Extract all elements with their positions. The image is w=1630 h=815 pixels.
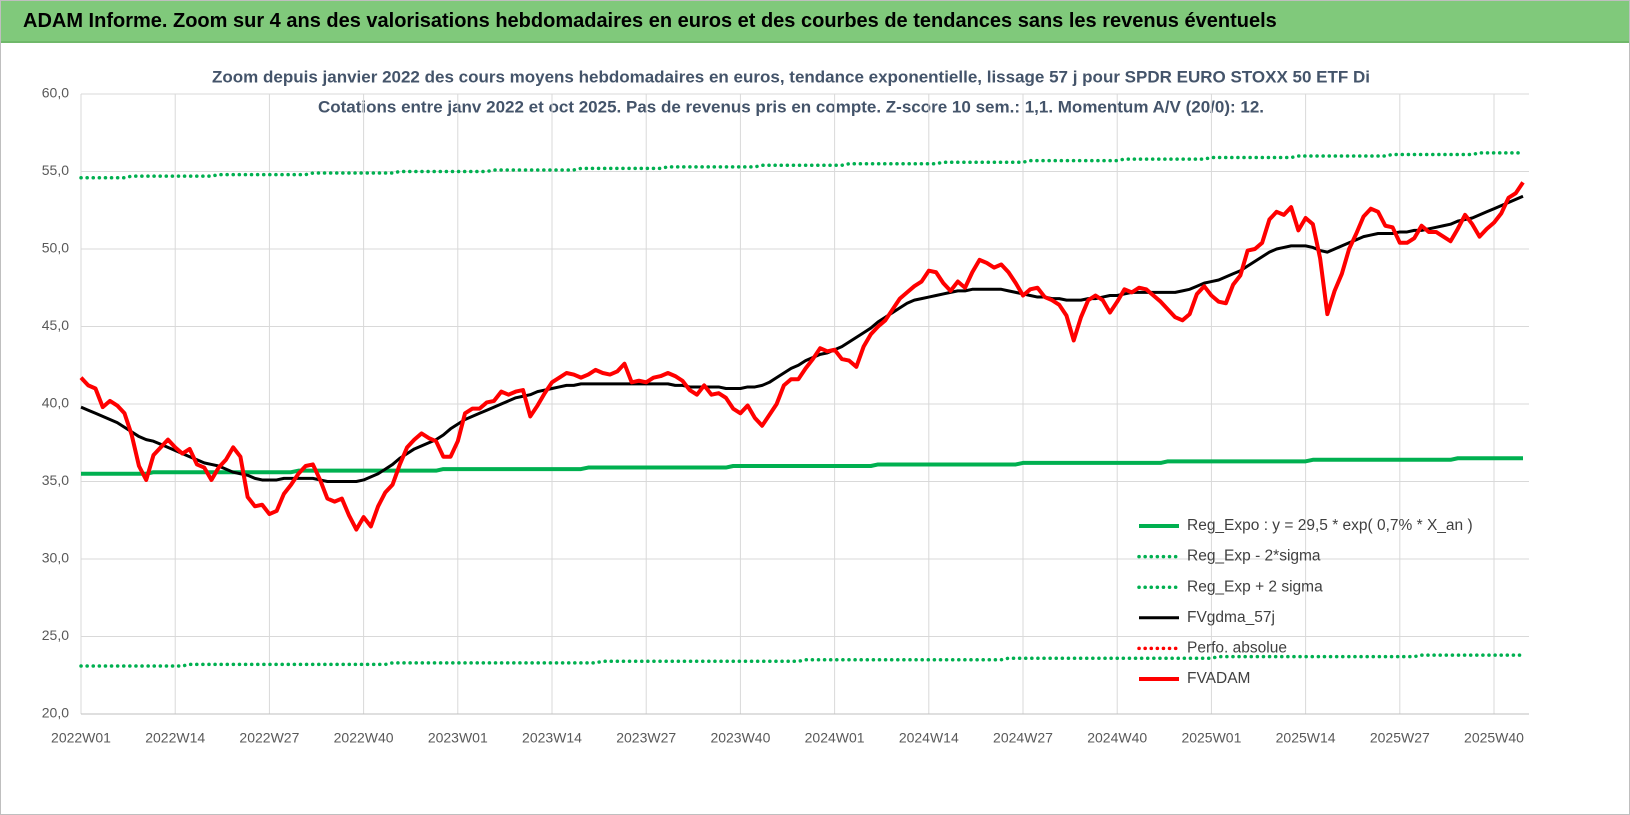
x-tick-label: 2024W40 <box>1087 730 1147 746</box>
legend-label: Reg_Exp - 2*sigma <box>1187 548 1321 565</box>
y-tick-label: 50,0 <box>42 240 69 256</box>
legend-label: Reg_Expo : y = 29,5 * exp( 0,7% * X_an ) <box>1187 517 1473 534</box>
y-tick-label: 40,0 <box>42 395 69 411</box>
y-tick-label: 35,0 <box>42 472 69 488</box>
x-tick-label: 2024W27 <box>993 730 1053 746</box>
x-tick-label: 2025W40 <box>1464 730 1524 746</box>
x-tick-label: 2024W14 <box>899 730 959 746</box>
chart-title: Zoom depuis janvier 2022 des cours moyen… <box>212 67 1370 86</box>
legend-label: Perfo. absolue <box>1187 639 1287 656</box>
y-tick-label: 25,0 <box>42 627 69 643</box>
x-tick-label: 2025W01 <box>1181 730 1241 746</box>
x-tick-label: 2024W01 <box>805 730 865 746</box>
x-tick-label: 2022W27 <box>239 730 299 746</box>
series-line <box>80 194 1524 483</box>
x-tick-label: 2025W27 <box>1370 730 1430 746</box>
series-line <box>81 456 1523 476</box>
header-title: ADAM Informe. Zoom sur 4 ans des valoris… <box>23 9 1277 32</box>
x-tick-label: 2022W14 <box>145 730 205 746</box>
x-tick-label: 2023W01 <box>428 730 488 746</box>
y-tick-label: 60,0 <box>42 85 69 101</box>
header-bar: ADAM Informe. Zoom sur 4 ans des valoris… <box>1 1 1629 43</box>
x-tick-label: 2023W27 <box>616 730 676 746</box>
chart-subtitle: Cotations entre janv 2022 et oct 2025. P… <box>318 97 1264 116</box>
y-tick-label: 20,0 <box>42 705 69 721</box>
y-tick-label: 30,0 <box>42 550 69 566</box>
legend-label: Reg_Exp + 2 sigma <box>1187 578 1323 595</box>
y-tick-label: 45,0 <box>42 317 69 333</box>
x-tick-label: 2023W40 <box>710 730 770 746</box>
y-tick-label: 55,0 <box>42 162 69 178</box>
x-tick-label: 2022W40 <box>334 730 394 746</box>
x-tick-label: 2025W14 <box>1276 730 1336 746</box>
x-tick-label: 2022W01 <box>51 730 111 746</box>
series-line <box>79 653 1525 668</box>
series-line <box>79 151 1525 180</box>
legend-label: FVADAM <box>1187 670 1250 687</box>
series-line <box>79 181 1525 532</box>
x-tick-label: 2023W14 <box>522 730 582 746</box>
legend-label: FVgdma_57j <box>1187 609 1275 626</box>
